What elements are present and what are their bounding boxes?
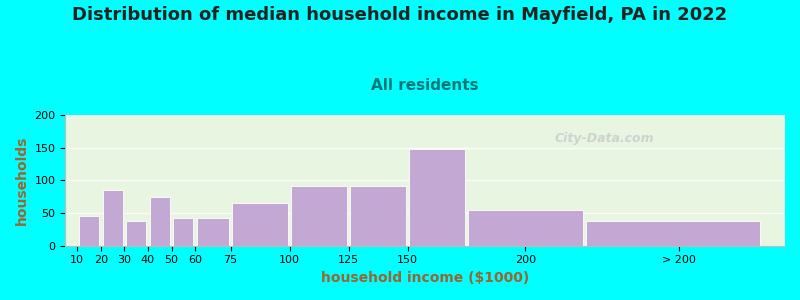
Bar: [150, 197, 170, 246]
Bar: [468, 210, 582, 246]
Bar: [232, 203, 288, 246]
Bar: [102, 190, 122, 246]
Bar: [126, 221, 146, 246]
Bar: [350, 186, 406, 246]
Bar: [174, 218, 194, 246]
X-axis label: household income ($1000): household income ($1000): [321, 271, 530, 285]
Text: City-Data.com: City-Data.com: [554, 132, 654, 145]
Title: All residents: All residents: [371, 78, 479, 93]
Bar: [79, 216, 99, 246]
Bar: [197, 218, 229, 246]
Bar: [586, 221, 760, 246]
Bar: [291, 186, 346, 246]
Y-axis label: households: households: [15, 136, 29, 225]
Text: Distribution of median household income in Mayfield, PA in 2022: Distribution of median household income …: [72, 6, 728, 24]
Bar: [410, 149, 465, 246]
